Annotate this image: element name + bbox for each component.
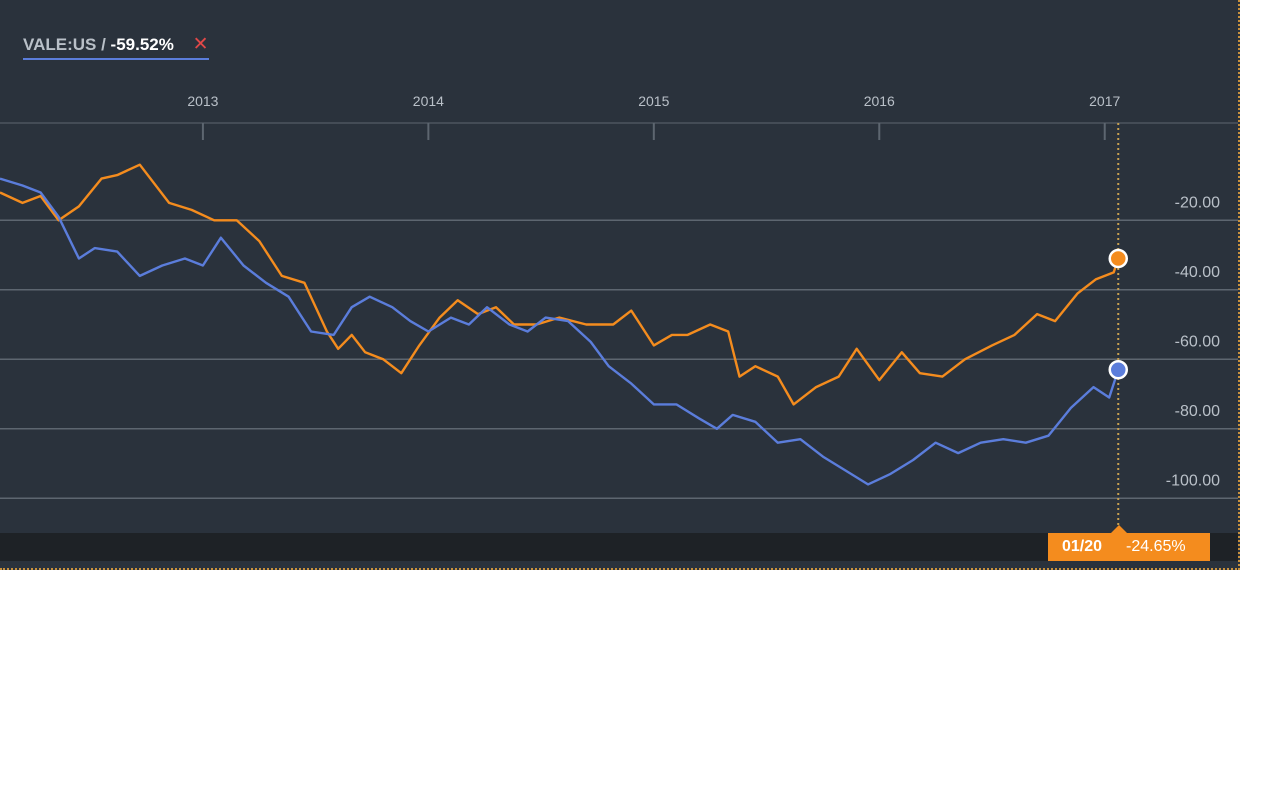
x-tick-label: 2017 [1089, 93, 1120, 109]
chart-panel: VALE:US / -59.52% ✕ 2013 2014 2015 2016 2017… [0, 0, 1240, 570]
y-grid: -20.00 -40.00 -60.00 -80.00 -100.00 [0, 194, 1238, 500]
y-tick-label: -80.00 [1175, 403, 1220, 420]
cursor-value: -24.65% [1126, 538, 1186, 555]
timeline-bar [0, 533, 1238, 561]
legend-ticker: VALE:US / [23, 35, 106, 54]
x-tick-label: 2015 [638, 93, 669, 109]
caret-icon [1111, 525, 1127, 533]
close-icon[interactable]: ✕ [192, 34, 209, 55]
series-legend[interactable]: VALE:US / -59.52% ✕ [23, 33, 209, 60]
cursor-date: 01/20 [1062, 538, 1103, 555]
y-tick-label: -60.00 [1175, 333, 1220, 350]
series-end-marker-1 [1108, 248, 1129, 269]
series-end-marker-2 [1108, 359, 1129, 380]
series-layer [0, 163, 1120, 486]
x-axis: 2013 2014 2015 2016 2017 [0, 93, 1238, 140]
y-tick-label: -100.00 [1166, 472, 1220, 489]
series-line-2 [0, 177, 1120, 486]
x-tick-label: 2016 [864, 93, 895, 109]
series-markers [1108, 248, 1129, 380]
cursor-readout: 01/20 -24.65% [1048, 525, 1210, 561]
x-tick-label: 2014 [413, 93, 444, 109]
legend-value: -59.52% [110, 35, 174, 54]
series-line-1 [0, 163, 1120, 406]
y-tick-label: -20.00 [1175, 194, 1220, 211]
y-tick-label: -40.00 [1175, 264, 1220, 281]
x-tick-label: 2013 [187, 93, 218, 109]
line-chart[interactable]: 2013 2014 2015 2016 2017 -20.00-40.00-60.00-… [0, 0, 1240, 533]
